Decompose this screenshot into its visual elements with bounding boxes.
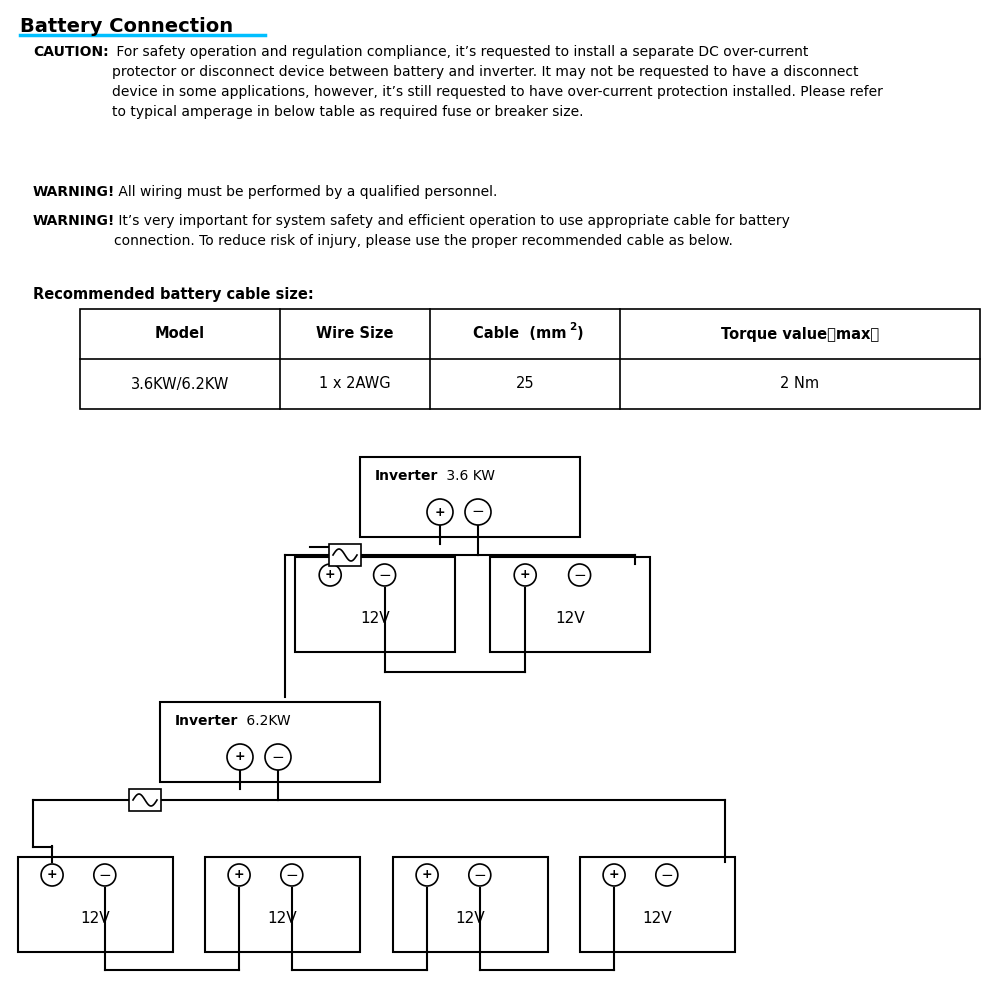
- Text: 12V: 12V: [643, 911, 672, 926]
- Circle shape: [227, 744, 253, 770]
- Text: Recommended battery cable size:: Recommended battery cable size:: [33, 287, 314, 302]
- Bar: [393, 857, 548, 952]
- Bar: [580, 857, 735, 952]
- Circle shape: [228, 864, 250, 886]
- Text: −: −: [285, 867, 298, 882]
- Text: Inverter: Inverter: [175, 714, 238, 728]
- Bar: [80, 309, 980, 409]
- Text: 12V: 12V: [81, 911, 110, 926]
- Text: All wiring must be performed by a qualified personnel.: All wiring must be performed by a qualif…: [114, 185, 497, 199]
- Text: 12V: 12V: [360, 611, 390, 626]
- Text: +: +: [47, 868, 57, 881]
- Text: −: −: [660, 867, 673, 882]
- Circle shape: [569, 564, 591, 586]
- Text: +: +: [235, 750, 245, 763]
- Text: Battery Connection: Battery Connection: [20, 17, 233, 36]
- Text: +: +: [325, 569, 336, 581]
- Circle shape: [416, 864, 438, 886]
- Text: −: −: [378, 568, 391, 582]
- Text: −: −: [473, 867, 486, 882]
- Bar: [205, 857, 360, 952]
- Circle shape: [41, 864, 63, 886]
- Bar: [160, 702, 380, 782]
- Text: WARNING!: WARNING!: [33, 214, 115, 228]
- Text: 2 Nm: 2 Nm: [780, 377, 820, 392]
- Circle shape: [374, 564, 396, 586]
- Text: Model: Model: [155, 326, 205, 341]
- Text: −: −: [573, 568, 586, 582]
- Circle shape: [603, 864, 625, 886]
- Text: +: +: [435, 506, 445, 519]
- Circle shape: [319, 564, 341, 586]
- Text: 3.6KW/6.2KW: 3.6KW/6.2KW: [131, 377, 229, 392]
- Bar: [18, 857, 173, 952]
- Bar: [490, 557, 650, 652]
- Text: Inverter: Inverter: [375, 469, 438, 483]
- Circle shape: [265, 744, 291, 770]
- Circle shape: [94, 864, 116, 886]
- Circle shape: [514, 564, 536, 586]
- Circle shape: [656, 864, 678, 886]
- Text: 2: 2: [569, 322, 577, 332]
- Text: 3.6 KW: 3.6 KW: [442, 469, 495, 483]
- Text: +: +: [520, 569, 531, 581]
- Bar: [295, 557, 455, 652]
- Text: −: −: [272, 749, 284, 764]
- Bar: [360, 457, 580, 537]
- Circle shape: [281, 864, 303, 886]
- Text: 6.2KW: 6.2KW: [242, 714, 291, 728]
- Text: Wire Size: Wire Size: [316, 326, 394, 341]
- Text: 12V: 12V: [268, 911, 297, 926]
- Text: −: −: [472, 505, 484, 520]
- Circle shape: [465, 499, 491, 525]
- Text: It’s very important for system safety and efficient operation to use appropriate: It’s very important for system safety an…: [114, 214, 790, 248]
- Bar: [129, 789, 161, 811]
- Text: CAUTION:: CAUTION:: [33, 45, 109, 59]
- Text: For safety operation and regulation compliance, it’s requested to install a sepa: For safety operation and regulation comp…: [112, 45, 883, 119]
- Circle shape: [469, 864, 491, 886]
- Text: Torque value（max）: Torque value（max）: [721, 326, 879, 341]
- Text: WARNING!: WARNING!: [33, 185, 115, 199]
- Text: 12V: 12V: [456, 911, 485, 926]
- Text: −: −: [98, 867, 111, 882]
- Text: 12V: 12V: [555, 611, 585, 626]
- Bar: [329, 544, 361, 566]
- Text: Cable  (mm: Cable (mm: [473, 326, 567, 341]
- Text: +: +: [422, 868, 432, 881]
- Text: +: +: [234, 868, 244, 881]
- Circle shape: [427, 499, 453, 525]
- Text: +: +: [609, 868, 619, 881]
- Text: ): ): [577, 326, 583, 341]
- Text: 1 x 2AWG: 1 x 2AWG: [319, 377, 391, 392]
- Text: 25: 25: [516, 377, 534, 392]
